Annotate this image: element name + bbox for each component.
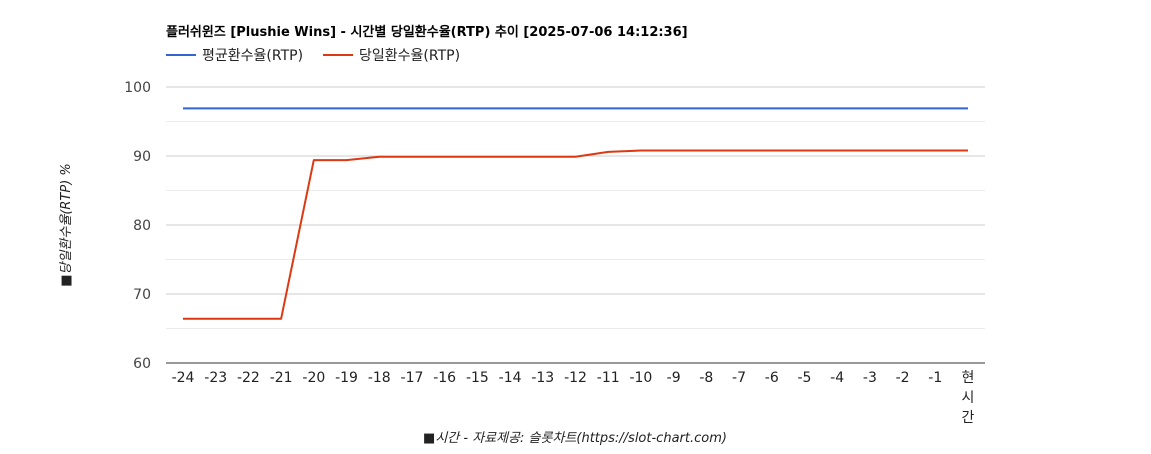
x-tick-label: -8 [699,370,713,386]
x-tick-label: -18 [368,370,391,386]
x-tick-label: -12 [564,370,587,386]
x-tick-label: -14 [499,370,522,386]
y-tick-label: 60 [133,356,151,372]
x-tick-label: -10 [629,370,652,386]
x-tick-label: -13 [531,370,554,386]
gridlines [166,86,985,364]
x-tick-label: -11 [597,370,620,386]
y-tick-label: 80 [133,218,151,234]
x-tick-label: -4 [830,370,844,386]
x-tick-label: -22 [237,370,260,386]
y-axis-ticks: 60 70 80 90 100 [124,80,151,372]
y-tick-label: 90 [133,149,151,165]
x-tick-label: -7 [732,370,746,386]
x-tick-label: -17 [401,370,424,386]
y-axis-label: ■당일환수율(RTP) % [59,163,74,287]
legend: 평균환수율(RTP) 당일환수율(RTP) [166,48,460,64]
x-tick-label: -6 [765,370,779,386]
x-tick-label: -24 [172,370,195,386]
x-tick-label: -19 [335,370,358,386]
x-tick-label: -16 [433,370,456,386]
x-tick-label: -21 [270,370,293,386]
x-tick-label: -15 [466,370,489,386]
x-axis-ticks: -24 -23 -22 -21 -20 -19 -18 -17 -16 -15 -14 -13 -12-… [172,370,975,426]
x-axis-label: ■시간 - 자료제공: 슬롯차트(https://slot-chart.com) [423,431,727,446]
x-tick-label: -5 [797,370,811,386]
series-lines [183,107,968,320]
x-tick-label: -2 [896,370,910,386]
x-tick-label: -3 [863,370,877,386]
chart-title: 플러쉬윈즈 [Plushie Wins] - 시간별 당일환수율(RTP) 추이… [166,24,688,40]
x-tick-label: -1 [928,370,942,386]
series-line-2 [183,149,968,320]
legend-label-1: 평균환수율(RTP) [202,48,303,64]
x-tick-label: -20 [302,370,325,386]
legend-label-2: 당일환수율(RTP) [359,48,460,64]
x-tick-label: -9 [667,370,681,386]
y-tick-label: 70 [133,287,151,303]
x-tick-label: -23 [204,370,227,386]
y-tick-label: 100 [124,80,151,96]
